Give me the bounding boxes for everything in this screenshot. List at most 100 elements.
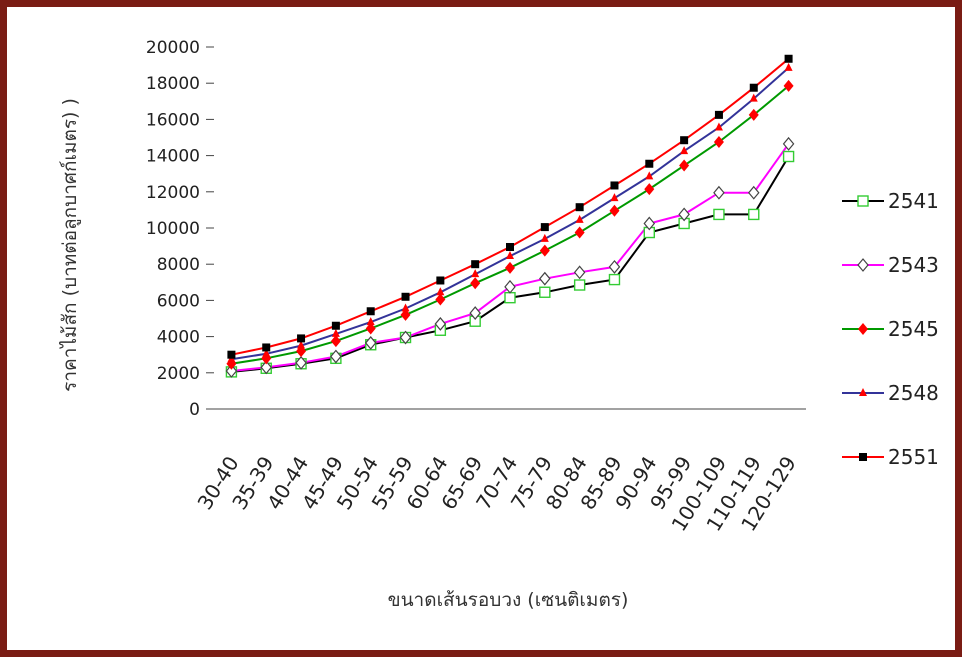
data-point-2545 — [574, 226, 585, 239]
data-point-2545 — [400, 308, 411, 321]
legend-marker — [857, 195, 869, 207]
data-point-2551 — [297, 334, 306, 343]
data-point-2543 — [504, 279, 516, 294]
data-point-2548 — [540, 233, 549, 242]
data-point-2543 — [330, 349, 342, 364]
y-tick-label: 16000 — [146, 110, 200, 130]
data-point-2548 — [506, 251, 514, 260]
data-point-2548 — [471, 269, 480, 278]
data-point-2548 — [262, 348, 271, 357]
data-point-2551 — [784, 54, 793, 63]
data-point-2543 — [747, 185, 760, 200]
data-point-2543 — [608, 259, 621, 274]
data-point-2548 — [401, 303, 410, 312]
data-point-2551 — [714, 110, 723, 119]
y-axis-title: ราคาไม้สัก (บาทต่อลูกบาศก์เมตร) ) — [59, 98, 81, 392]
y-tick-label: 10000 — [146, 219, 200, 239]
data-point-2545 — [365, 322, 376, 335]
y-tick-label: 14000 — [146, 147, 200, 167]
data-point-2543 — [573, 265, 586, 280]
data-point-2548 — [749, 93, 758, 102]
data-point-2545 — [539, 244, 550, 257]
data-point-2543 — [713, 185, 725, 200]
series-markers-2548 — [227, 62, 793, 363]
data-point-2543 — [295, 355, 307, 370]
data-point-2551 — [227, 350, 236, 359]
x-axis-title: ขนาดเส้นรอบวง (เซนติเมตร) — [388, 589, 629, 611]
data-point-2543 — [469, 306, 481, 321]
data-point-2548 — [297, 340, 306, 349]
data-point-2543 — [399, 330, 412, 345]
legend-label: 2543 — [888, 253, 939, 277]
data-point-2551 — [575, 203, 584, 212]
data-point-2545 — [435, 293, 446, 306]
data-point-2545 — [644, 183, 655, 196]
data-point-2545 — [330, 335, 341, 348]
legend-label: 2541 — [888, 189, 939, 213]
data-point-2543 — [260, 360, 273, 375]
data-point-2541 — [504, 291, 516, 304]
data-point-2545 — [713, 136, 724, 149]
series-markers-2551 — [227, 54, 793, 359]
data-point-2541 — [782, 150, 795, 163]
data-point-2541 — [713, 208, 725, 221]
legend-marker — [859, 453, 867, 461]
data-point-2551 — [540, 223, 549, 232]
series-line-2545 — [231, 85, 790, 365]
data-point-2548 — [436, 287, 445, 296]
data-point-2545 — [748, 108, 759, 121]
y-tick-label: 0 — [189, 400, 200, 420]
legend-marker — [858, 323, 868, 335]
legend-label: 2545 — [888, 317, 939, 341]
data-point-2551 — [401, 292, 410, 301]
data-point-2543 — [643, 216, 656, 231]
data-point-2541 — [748, 208, 760, 221]
data-point-2548 — [645, 171, 654, 180]
data-point-2551 — [331, 321, 340, 330]
series-line-2548 — [231, 67, 790, 361]
data-point-2543 — [364, 335, 377, 350]
data-point-2543 — [434, 316, 447, 331]
y-tick-label: 8000 — [157, 255, 200, 275]
legend-item-2545: 2545 — [842, 317, 939, 341]
legend-marker — [857, 258, 869, 272]
data-point-2541 — [608, 273, 621, 286]
legend: 2541 2543 2545 2548 2551 — [842, 189, 939, 469]
data-point-2545 — [505, 261, 515, 274]
y-tick-label: 20000 — [146, 38, 200, 58]
legend-label: 2551 — [888, 445, 939, 469]
data-point-2551 — [645, 159, 654, 168]
data-point-2548 — [714, 122, 723, 131]
x-axis-ticks: 30-4035-3940-4445-4950-5455-5960-6465-69… — [192, 452, 800, 536]
legend-item-2541: 2541 — [842, 189, 939, 213]
data-point-2545 — [609, 204, 620, 217]
series-markers-2543 — [225, 136, 795, 378]
y-axis-ticks: 0 2000 4000 6000 8000 10000 12000 14000 16000 180… — [146, 38, 214, 420]
data-point-2541 — [573, 279, 586, 291]
data-point-2545 — [679, 159, 690, 172]
series-lines — [231, 58, 790, 373]
data-point-2543 — [225, 364, 238, 378]
y-tick-label: 4000 — [157, 328, 200, 348]
data-point-2551 — [262, 343, 271, 352]
data-point-2541 — [539, 286, 551, 298]
data-point-2543 — [782, 136, 795, 151]
legend-item-2551: 2551 — [842, 445, 939, 469]
series-markers — [225, 54, 795, 378]
data-point-2545 — [470, 277, 481, 290]
y-tick-label: 18000 — [146, 74, 200, 94]
data-point-2548 — [610, 193, 619, 202]
y-tick-label: 12000 — [146, 183, 200, 203]
data-point-2548 — [366, 317, 375, 326]
data-point-2551 — [366, 307, 375, 316]
data-point-2548 — [680, 146, 689, 155]
legend-item-2543: 2543 — [842, 253, 939, 277]
data-point-2543 — [678, 207, 690, 222]
data-point-2551 — [471, 260, 480, 269]
y-tick-label: 2000 — [157, 364, 200, 384]
series-markers-2545 — [226, 79, 794, 370]
legend-item-2548: 2548 — [842, 381, 939, 405]
series-line-2551 — [231, 58, 790, 356]
